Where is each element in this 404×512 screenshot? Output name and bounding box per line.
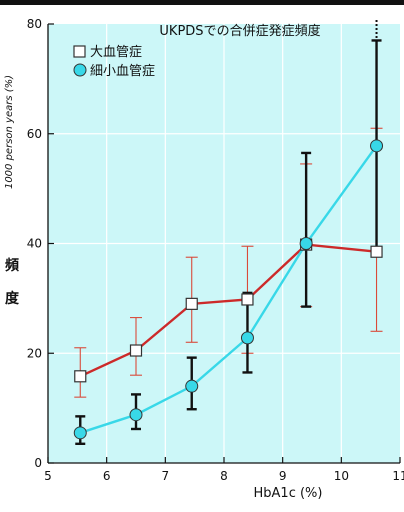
y-tick-label: 20 <box>27 346 42 360</box>
x-tick-label: 6 <box>103 469 111 483</box>
x-tick-label: 11 <box>392 469 404 483</box>
legend-circle-marker <box>73 63 87 77</box>
x-tick-label: 10 <box>334 469 349 483</box>
legend-square-marker <box>73 45 86 58</box>
y-tick-label: 80 <box>27 17 42 31</box>
series-line <box>79 243 377 378</box>
series-layer <box>73 20 384 445</box>
legend: 大血管症 細小血管症 <box>73 45 155 79</box>
x-tick-label: 8 <box>220 469 228 483</box>
axes: 0 20 40 60 80 5 6 7 8 9 10 11 <box>27 17 404 483</box>
y-tick-label: 60 <box>27 127 42 141</box>
top-rule <box>0 0 404 5</box>
y-axis-label-char-2: 度 <box>5 290 20 307</box>
markers-micro <box>73 139 384 440</box>
data-point-circle <box>185 379 199 393</box>
data-point-circle <box>129 408 143 422</box>
data-point-circle <box>73 426 87 440</box>
y-tick-label: 0 <box>34 456 42 470</box>
legend-label-micro: 細小血管症 <box>90 64 155 79</box>
x-axis-label: HbA1c (%) <box>254 486 323 501</box>
data-point-square <box>74 370 87 383</box>
x-tick-label: 9 <box>279 469 287 483</box>
data-point-circle <box>370 139 384 153</box>
data-point-square <box>185 297 198 310</box>
series-line <box>79 145 378 434</box>
y-tick-label: 40 <box>27 237 42 251</box>
data-point-square <box>241 293 254 306</box>
data-point-circle <box>299 237 313 250</box>
data-point-circle <box>240 331 254 345</box>
x-tick-label: 7 <box>162 469 170 483</box>
data-point-square <box>370 245 383 258</box>
data-point-square <box>129 344 143 357</box>
legend-label-macro: 大血管症 <box>90 45 142 60</box>
x-tick-label: 5 <box>44 469 52 483</box>
y-axis-unit-label: 1000 person years (%) <box>4 75 15 189</box>
y-axis-label-char-1: 頻 <box>5 257 19 274</box>
chart-title: UKPDSでの合併症発症頻度 <box>159 23 320 39</box>
grid-lines <box>48 24 400 463</box>
